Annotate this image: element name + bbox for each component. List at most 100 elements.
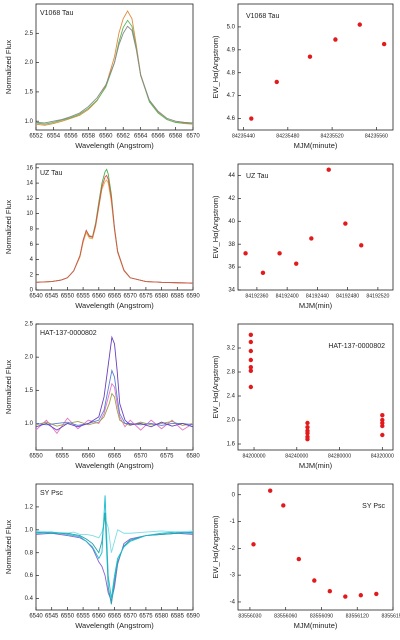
panel-title: V1068 Tau	[40, 10, 73, 17]
spectrum-line	[35, 512, 194, 605]
y-tick-label: 12	[26, 196, 33, 202]
y-tick-label: 2.4	[227, 394, 236, 400]
x-axis-label: MJM(min)	[299, 301, 333, 310]
panel-title: UZ Tau	[246, 173, 269, 180]
spectrum-line	[35, 335, 194, 431]
y-tick-label: 1.0	[25, 527, 34, 533]
x-tick-label: 6570	[124, 294, 138, 300]
y-tick-label: 1.5	[25, 388, 34, 394]
y-tick-label: 8	[30, 226, 34, 232]
x-tick-label: 84192520	[366, 293, 389, 299]
x-tick-label: 84192480	[336, 293, 359, 299]
x-tick-label: 6565	[108, 614, 122, 620]
x-tick-label: 6545	[45, 294, 59, 300]
y-tick-label: 38	[228, 242, 235, 248]
data-point	[251, 542, 256, 547]
x-tick-label: 6552	[29, 134, 43, 140]
data-point	[248, 339, 254, 345]
x-axis-label: Wavelength (Angstrom)	[75, 301, 154, 310]
panel-title: HAT-137-0000802	[40, 330, 97, 337]
data-point	[248, 365, 254, 370]
data-point	[380, 423, 385, 429]
plot-frame	[237, 323, 394, 451]
x-tick-label: 6580	[155, 294, 169, 300]
y-tick-label: 4	[30, 257, 34, 263]
y-axis-label: EW_Hα(Angstrom)	[211, 35, 220, 99]
data-point	[343, 594, 348, 599]
data-point	[274, 79, 279, 85]
x-tick-label: 6555	[55, 454, 69, 460]
data-point	[374, 591, 379, 597]
y-tick-label: 2.0	[25, 355, 34, 361]
x-tick-label: 6575	[139, 614, 153, 620]
x-tick-label: 84280000	[328, 453, 351, 459]
spectrum-line	[35, 516, 194, 553]
x-tick-label: 6566	[151, 134, 165, 140]
x-tick-label: 6550	[61, 294, 75, 300]
x-tick-label: 6575	[160, 454, 174, 460]
x-tick-label: 6540	[29, 614, 43, 620]
y-tick-label: -2	[230, 546, 236, 552]
spectrum-line	[35, 392, 194, 427]
x-axis-label: MJM(minute)	[294, 621, 338, 630]
x-tick-label: 6560	[92, 294, 106, 300]
data-point	[333, 37, 338, 42]
x-tick-label: 6580	[186, 454, 200, 460]
data-point	[277, 251, 282, 256]
x-tick-label: 83556150	[381, 613, 400, 619]
y-tick-label: 2.0	[25, 60, 34, 66]
y-tick-label: 36	[228, 265, 235, 271]
x-tick-label: 6545	[45, 614, 59, 620]
y-tick-label: 0	[30, 288, 34, 294]
spectrum-line	[35, 532, 194, 603]
x-tick-label: 6540	[29, 294, 43, 300]
y-tick-label: 4.9	[227, 47, 236, 53]
data-point	[307, 54, 313, 59]
spectrum-line	[35, 19, 194, 125]
data-point	[243, 251, 248, 256]
y-tick-label: 4.7	[227, 93, 236, 99]
x-tick-label: 84192360	[245, 293, 268, 299]
x-tick-label: 6585	[171, 294, 185, 300]
y-tick-label: 3.2	[227, 346, 236, 352]
y-axis-label: Normalized Flux	[4, 40, 13, 94]
x-tick-label: 84235520	[321, 133, 344, 139]
y-tick-label: 4.8	[227, 70, 236, 76]
data-point	[381, 41, 387, 47]
x-axis-label: Wavelength (Angstrom)	[75, 621, 154, 630]
x-tick-label: 6590	[186, 294, 200, 300]
y-axis-label: Normalized Flux	[4, 360, 13, 414]
data-point	[343, 221, 348, 226]
plot-frame	[35, 483, 194, 611]
data-point	[326, 167, 331, 172]
x-tick-label: 6550	[29, 454, 43, 460]
plot-frame	[237, 483, 394, 611]
data-point	[327, 589, 333, 594]
panel-title: UZ Tau	[40, 170, 63, 177]
panel-title: HAT-137-0000802	[328, 343, 385, 350]
data-point	[248, 348, 254, 354]
data-point	[260, 270, 266, 276]
x-tick-label: 6555	[76, 294, 90, 300]
panel-title: V1068 Tau	[246, 13, 279, 20]
x-tick-label: 6590	[186, 614, 200, 620]
x-axis-label: MJM(minute)	[294, 141, 338, 150]
x-axis-label: Wavelength (Angstrom)	[75, 141, 154, 150]
y-tick-label: 34	[228, 288, 235, 294]
x-tick-label: 84192440	[306, 293, 329, 299]
y-tick-label: 40	[228, 219, 235, 225]
y-tick-label: 2.5	[25, 322, 34, 328]
y-axis-label: Normalized Flux	[4, 200, 13, 254]
x-tick-label: 6560	[92, 614, 106, 620]
y-axis-label: EW_Hα(Angstrom)	[211, 515, 220, 579]
y-tick-label: 2.0	[227, 418, 236, 424]
data-point	[294, 261, 299, 266]
x-tick-label: 6585	[171, 614, 185, 620]
y-axis-label: EW_Hα(Angstrom)	[211, 355, 220, 419]
spectrum-line	[35, 174, 194, 284]
x-tick-label: 83556120	[346, 613, 369, 619]
x-tick-label: 6555	[76, 614, 90, 620]
data-point	[358, 593, 364, 598]
x-tick-label: 84192400	[276, 293, 299, 299]
x-tick-label: 6575	[139, 294, 153, 300]
